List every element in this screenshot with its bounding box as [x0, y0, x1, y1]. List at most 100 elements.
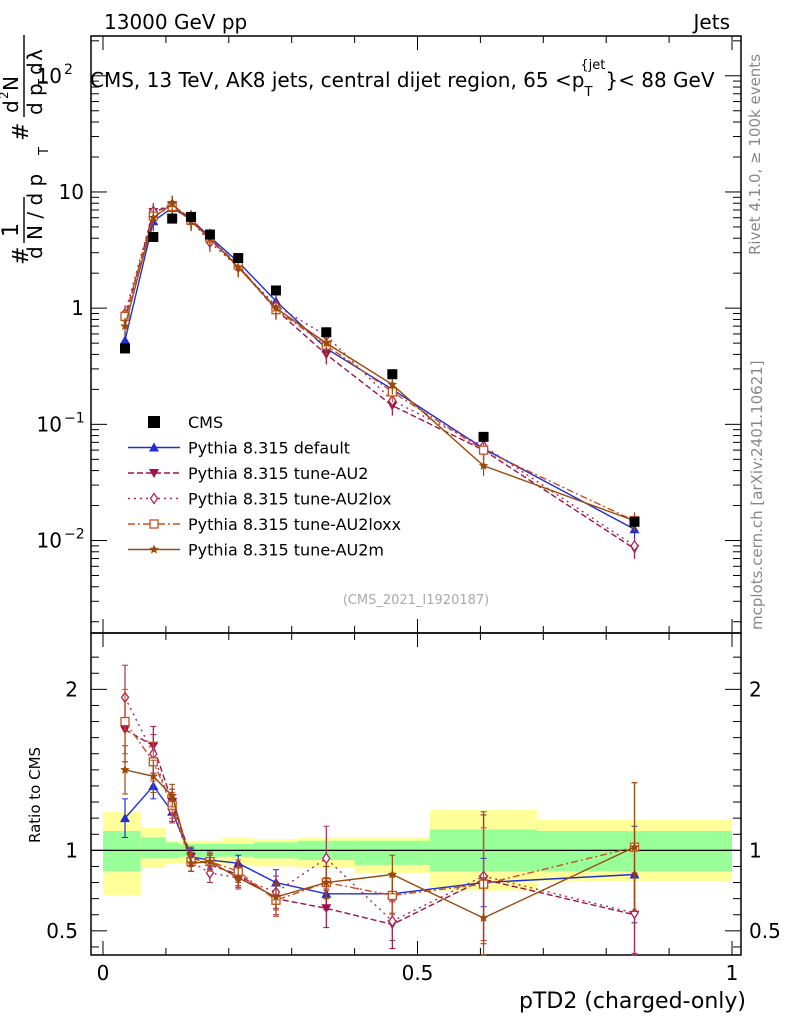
- y-axis-label-ratio: Ratio to CMS: [26, 747, 44, 843]
- ylabel-one: 1: [0, 223, 24, 237]
- cms-data-point: [167, 213, 178, 224]
- ratio-point: [167, 790, 177, 800]
- cms-data-point: [186, 211, 197, 222]
- ratio-point: [388, 915, 397, 928]
- series-point: [387, 379, 398, 389]
- header-right: Jets: [692, 10, 730, 34]
- series-point: [120, 335, 131, 345]
- ylabel-d: d: [0, 100, 23, 113]
- legend-marker-cms: [148, 416, 160, 428]
- stat-uncertainty-band: [103, 831, 141, 872]
- x-tick-label: 1: [726, 961, 739, 985]
- title-sup: {jet: [580, 58, 605, 73]
- title-main: CMS, 13 TeV, AK8 jets, central dijet reg…: [90, 68, 584, 92]
- y-tick-exponent: 2: [64, 62, 73, 78]
- axis-ticks: [91, 36, 741, 955]
- ratio-point: [478, 912, 489, 923]
- series-point: [233, 262, 243, 272]
- y-tick-label: 1: [71, 296, 84, 320]
- ylabel-d2: d: [23, 62, 47, 75]
- cms-data-point: [204, 229, 215, 240]
- y-axis-label-main: # 1 d N / d p T # d 2 N d p T d λ: [0, 35, 52, 265]
- y-tick-label: 10: [37, 412, 62, 436]
- ratio-point: [321, 904, 332, 914]
- ratio-point: [271, 892, 281, 902]
- x-tick-label: 0.5: [402, 961, 434, 985]
- y-tick-exponent: −2: [64, 527, 85, 543]
- ratio-y-tick-label-right: 0.5: [749, 919, 781, 943]
- legend-label-1: Pythia 8.315 tune-AU2: [188, 464, 368, 483]
- cms-data-point: [478, 431, 489, 442]
- ratio-bands: [103, 810, 732, 896]
- ratio-y-tick-label-right: 1: [749, 838, 762, 862]
- legend-label-3: Pythia 8.315 tune-AU2loxx: [188, 515, 401, 534]
- header-left: 13000 GeV pp: [104, 10, 247, 34]
- ylabel-t1: T: [37, 147, 52, 156]
- ratio-point: [186, 858, 196, 868]
- legend-label-cms: CMS: [188, 413, 223, 432]
- ylabel-dp: d p: [23, 83, 47, 115]
- ratio-point: [148, 771, 159, 781]
- legend-marker-3: [149, 519, 159, 529]
- ratio-y-tick-label: 0.5: [46, 919, 78, 943]
- cms-data-point: [629, 516, 640, 527]
- chart-title: CMS, 13 TeV, AK8 jets, central dijet reg…: [90, 58, 715, 100]
- rivet-label: Rivet 4.1.0, ≥ 100k events: [746, 54, 764, 255]
- legend-marker-1: [149, 469, 159, 478]
- cms-data-point: [120, 343, 131, 354]
- series-point: [321, 338, 332, 348]
- x-tick-label: 0: [97, 961, 110, 985]
- legend: CMS Pythia 8.315 default Pythia 8.315 tune…: [128, 413, 401, 560]
- ratio-point: [205, 856, 215, 866]
- ylabel-dn: d N / d p: [23, 174, 47, 259]
- title-sub: T: [583, 85, 592, 100]
- ratio-plot-series: [120, 664, 640, 956]
- legend-label-0: Pythia 8.315 default: [188, 439, 350, 458]
- ratio-point: [321, 877, 332, 887]
- cms-data-point: [321, 327, 332, 338]
- ylabel-lambda: λ: [23, 49, 47, 61]
- ylabel-hash-1: #: [9, 247, 34, 265]
- series-point: [630, 539, 639, 552]
- legend-label-2: Pythia 8.315 tune-AU2lox: [188, 490, 392, 509]
- ylabel-t2: T: [37, 79, 52, 88]
- ylabel-n: N: [0, 76, 23, 91]
- ratio-y-tick-label: 2: [65, 677, 78, 701]
- mcplots-label: mcplots.cern.ch [arXiv:2401.10621]: [748, 360, 766, 630]
- series-point: [478, 445, 489, 455]
- ratio-point: [629, 842, 640, 852]
- ratio-point: [322, 852, 331, 865]
- stat-uncertainty-band: [140, 837, 166, 859]
- analysis-tag: (CMS_2021_I1920187): [343, 593, 490, 608]
- ratio-y-tick-label: 1: [65, 838, 78, 862]
- cms-data-point: [270, 285, 281, 296]
- ratio-point: [233, 872, 243, 882]
- y-tick-label: 10: [37, 64, 62, 88]
- ratio-line-2: [124, 697, 635, 923]
- y-tick-exponent: −1: [64, 410, 85, 426]
- ratio-point: [387, 869, 398, 879]
- ylabel-hash-2: #: [9, 123, 34, 141]
- main-plot-series: [120, 195, 640, 559]
- title-tail: }< 88 GeV: [605, 68, 714, 92]
- legend-label-4: Pythia 8.315 tune-AU2m: [188, 541, 384, 560]
- cms-data-point: [233, 253, 244, 264]
- legend-marker-0: [149, 442, 159, 452]
- ratio-point: [120, 764, 130, 774]
- ratio-y-tick-label-right: 2: [749, 677, 762, 701]
- ylabel-two: 2: [0, 91, 11, 99]
- series-point: [478, 460, 489, 470]
- series-point: [148, 212, 159, 222]
- ratio-point: [120, 716, 130, 727]
- legend-marker-2: [149, 492, 159, 505]
- cms-data-point: [148, 231, 159, 242]
- x-axis-label: pTD2 (charged-only): [519, 989, 746, 1014]
- cms-data-point: [387, 369, 398, 380]
- series-point: [120, 321, 130, 331]
- legend-marker-4: [149, 544, 159, 554]
- ratio-frame: [90, 632, 742, 956]
- series-point: [271, 303, 281, 313]
- ratio-point: [120, 813, 131, 823]
